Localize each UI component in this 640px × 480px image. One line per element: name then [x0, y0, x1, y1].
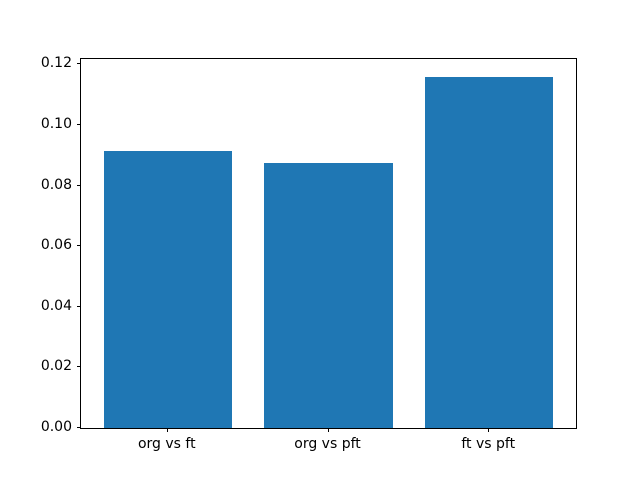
x-tick-mark — [488, 428, 490, 432]
y-tick-mark — [77, 366, 81, 368]
y-tick-mark — [77, 63, 81, 65]
y-tick-label: 0.08 — [40, 176, 72, 193]
x-tick-label: org vs ft — [137, 436, 196, 452]
x-tick-mark — [327, 428, 329, 432]
y-tick-mark — [77, 245, 81, 247]
y-tick-label: 0.02 — [40, 358, 72, 375]
y-tick-mark — [77, 184, 81, 186]
y-tick-label: 0.10 — [40, 116, 72, 133]
y-tick-label: 0.12 — [40, 55, 72, 72]
bar-org-vs-pft — [264, 162, 393, 428]
y-tick-label: 0.00 — [40, 419, 72, 435]
y-tick-mark — [77, 124, 81, 126]
x-tick-mark — [166, 428, 168, 432]
x-tick-label: org vs pft — [294, 436, 361, 452]
plot-area — [80, 58, 577, 429]
y-tick-label: 0.04 — [40, 297, 72, 314]
x-tick-label: ft vs pft — [461, 436, 516, 452]
y-tick-mark — [77, 305, 81, 307]
bar-org-vs-ft — [103, 150, 233, 428]
bar-ft-vs-pft — [424, 76, 554, 428]
y-tick-label: 0.06 — [40, 237, 72, 254]
y-tick-mark — [77, 427, 81, 428]
